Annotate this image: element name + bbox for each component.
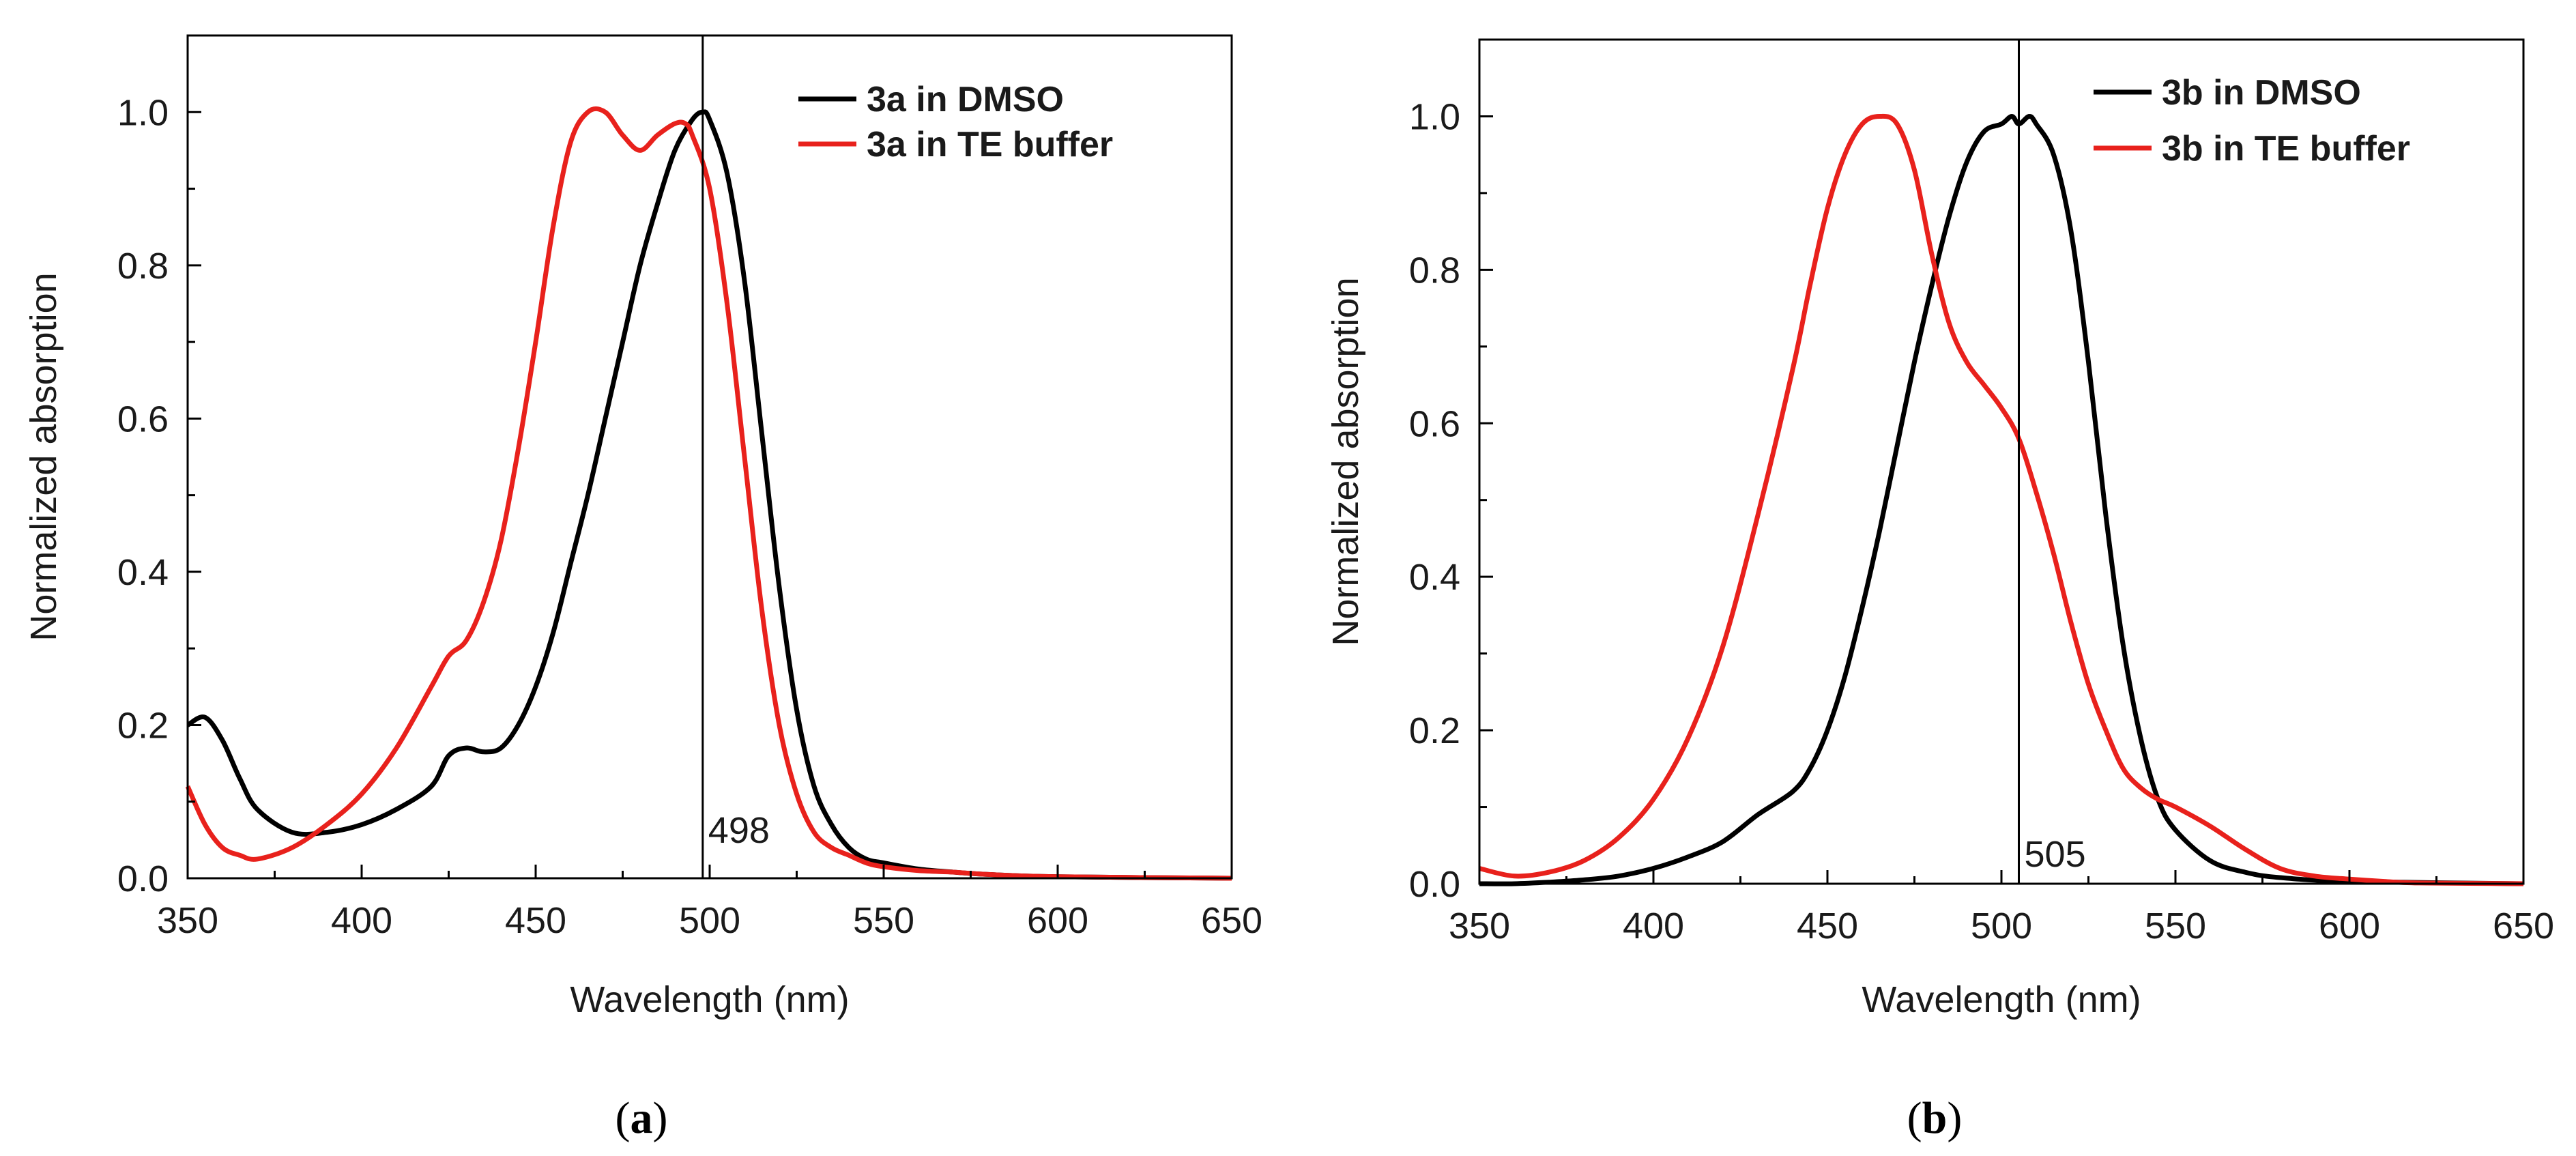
x-tick-label: 350 [157,900,218,941]
axis-ticks: 350 400 450 500 550 600 650 0.0 0.2 0.4 0.6 0.8 1.0 [117,34,1262,941]
x-tick-label: 450 [1797,906,1858,947]
y-tick-label: 0.4 [1409,557,1460,598]
legend-label-3a-in-dmso: 3a in DMSO [867,80,1064,119]
x-axis-label: Wavelength (nm) [570,979,849,1020]
series-line-3a-in-te-buffer [185,106,1232,881]
vline-layer: 505 [2018,40,2086,884]
peak-marker-label: 498 [708,810,770,851]
y-tick-label: 0.8 [1409,250,1460,291]
y-tick-label: 0.6 [117,399,169,439]
y-axis-label: Normalized absorption [1325,277,1366,646]
series-line-3b-in-dmso [1479,114,2524,886]
x-tick-label: 400 [1623,906,1684,947]
panel-caption-a: (a) [616,1093,668,1143]
y-tick-label: 0.6 [1409,403,1460,444]
chart-panel-a: 498 350 400 450 500 550 600 650 0.0 0.2 0.4 0.6 0.8… [23,34,1262,1020]
y-tick-label: 1.0 [1409,96,1460,137]
x-tick-label: 650 [2493,906,2554,947]
x-tick-label: 650 [1201,900,1262,941]
x-tick-label: 500 [1971,906,2032,947]
x-tick-label: 600 [1027,900,1088,941]
x-axis-label: Wavelength (nm) [1862,979,2141,1020]
y-tick-label: 0.0 [1409,864,1460,905]
x-tick-label: 550 [853,900,914,941]
y-tick-label: 0.2 [1409,710,1460,751]
legend-label-3b-in-dmso: 3b in DMSO [2162,73,2361,113]
x-tick-label: 400 [331,900,392,941]
series-layer [1479,113,2524,886]
x-tick-label: 600 [2319,906,2380,947]
peak-marker-label: 505 [2025,834,2086,875]
panel-caption-b: (b) [1907,1093,1963,1143]
x-tick-label: 450 [505,900,566,941]
x-tick-label: 350 [1449,906,1510,947]
vline-layer: 498 [701,35,770,878]
series-layer [185,106,1232,881]
y-axis-label: Normalized absorption [23,272,64,641]
y-tick-label: 1.0 [117,92,169,133]
series-line-3b-in-te-buffer [1479,113,2524,886]
legend-label-3a-in-te-buffer: 3a in TE buffer [867,125,1113,164]
legend: 3a in DMSO 3a in TE buffer [798,80,1113,164]
axis-ticks: 350 400 450 500 550 600 650 0.0 0.2 0.4 0.6 0.8 1.0 [1409,38,2554,947]
x-tick-label: 550 [2145,906,2206,947]
series-line-3a-in-dmso [186,109,1232,881]
legend: 3b in DMSO 3b in TE buffer [2094,73,2410,169]
y-tick-label: 0.2 [117,705,169,746]
x-tick-label: 500 [679,900,740,941]
chart-panel-b: 505 350 400 450 500 550 600 650 0.0 0.2 0.4 0.6 0.8… [1325,38,2554,1020]
legend-label-3b-in-te-buffer: 3b in TE buffer [2162,129,2410,169]
y-tick-label: 0.0 [117,858,169,899]
y-tick-label: 0.4 [117,552,169,593]
y-tick-label: 0.8 [117,246,169,287]
